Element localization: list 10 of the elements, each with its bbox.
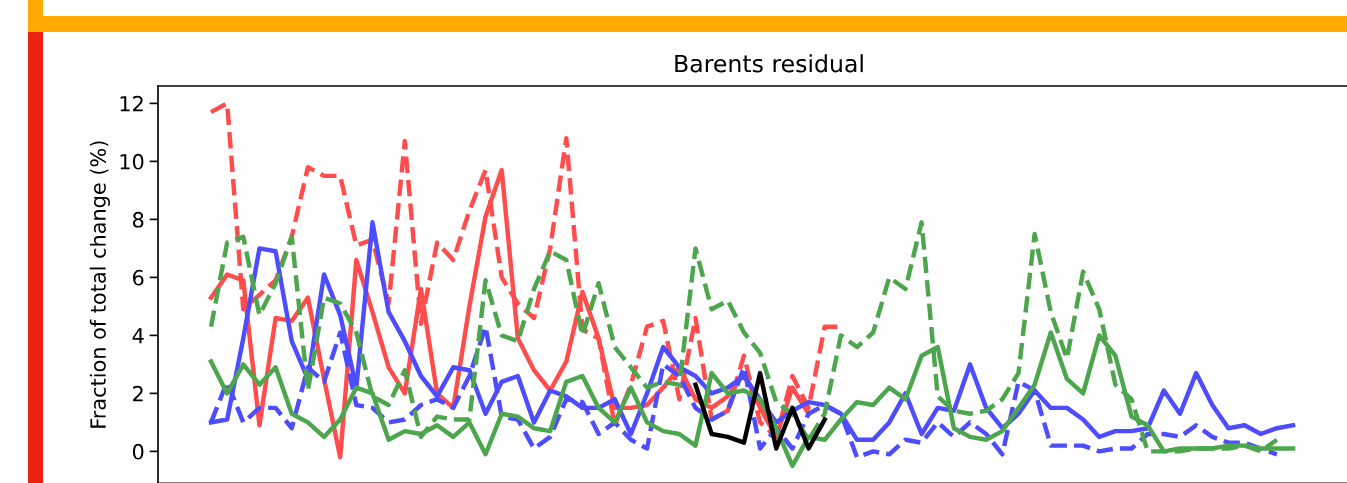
y-axis-title: Fraction of total change (%): [89, 141, 110, 428]
y-tick-label: 12: [120, 95, 143, 112]
y-tick-label: 2: [133, 385, 143, 402]
y-tick-label: 4: [132, 328, 144, 344]
y-tick-label: 10: [120, 153, 144, 170]
line-series: [693, 370, 827, 451]
y-tick-label: 6: [133, 269, 144, 286]
chart-title: Barents residual: [675, 54, 863, 73]
y-tick-label: 8: [132, 211, 144, 228]
y-tick-label: 0: [132, 443, 144, 460]
